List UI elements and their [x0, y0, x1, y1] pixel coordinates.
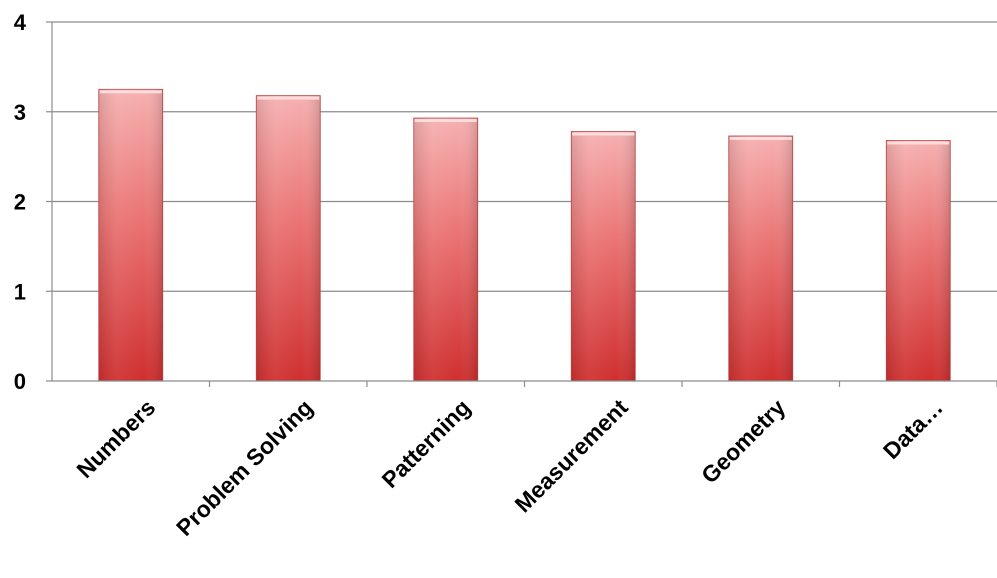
bar-sheen [98, 89, 163, 381]
plot-area: 0 1 2 3 4 Numbers Problem Solving Patterning Me… [14, 10, 997, 541]
x-category-label: Data… [878, 394, 948, 464]
bar-sheen [413, 118, 478, 381]
y-tick-label-0: 0 [14, 369, 26, 394]
x-category-label: Problem Solving [171, 394, 318, 541]
y-tick-label-1: 1 [14, 279, 26, 304]
x-category-label: Numbers [71, 394, 160, 483]
y-tick-label-2: 2 [14, 190, 26, 215]
bars [98, 88, 951, 382]
bar-sheen [571, 131, 636, 381]
x-axis-category-labels: Numbers Problem Solving Patterning Measurem… [71, 394, 947, 541]
bar-top-highlight [414, 119, 477, 123]
bar-sheen [256, 95, 321, 381]
y-axis-tick-labels: 0 1 2 3 4 [14, 10, 27, 394]
bar-top-highlight [887, 141, 950, 145]
gridlines [52, 21, 997, 292]
x-category-label: Geometry [696, 394, 790, 488]
x-category-label: Measurement [510, 394, 633, 517]
bar-top-highlight [572, 132, 635, 136]
x-category-label: Patterning [376, 394, 475, 493]
bar-top-highlight [99, 90, 162, 94]
bar-top-highlight [257, 96, 320, 100]
bar-top-highlight [729, 136, 792, 140]
axes [46, 21, 997, 387]
y-tick-label-3: 3 [14, 100, 26, 125]
y-tick-label-4: 4 [14, 10, 27, 35]
bar-sheen [728, 135, 793, 381]
bar-sheen [886, 140, 951, 381]
